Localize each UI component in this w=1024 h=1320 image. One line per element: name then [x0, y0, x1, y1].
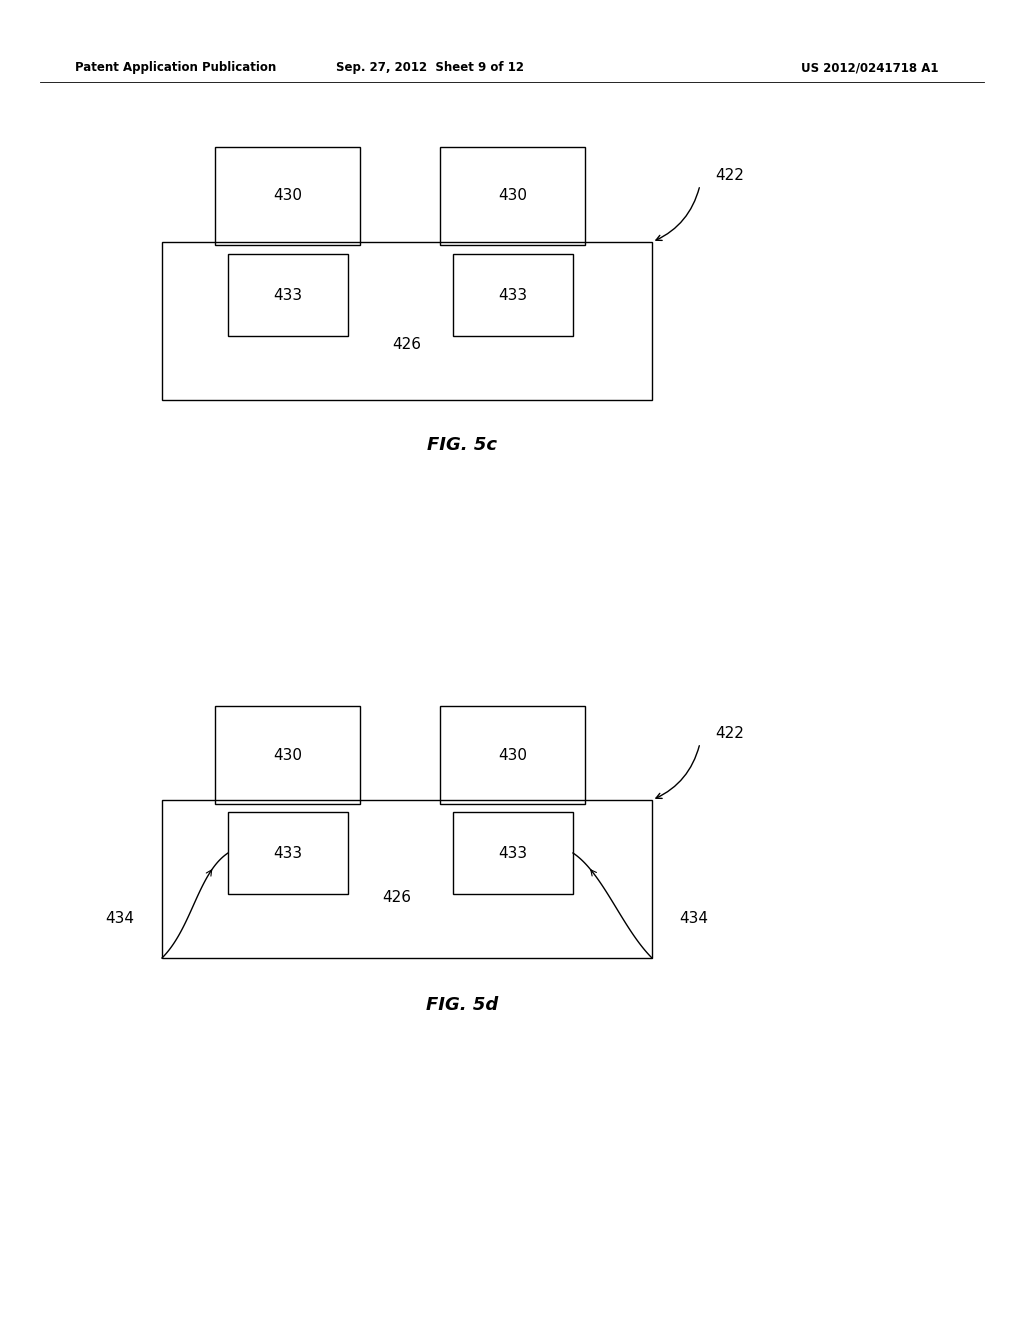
- Text: FIG. 5d: FIG. 5d: [426, 997, 498, 1014]
- Bar: [215, 706, 360, 804]
- Text: 433: 433: [273, 846, 302, 861]
- Bar: [228, 253, 348, 337]
- Bar: [440, 147, 585, 246]
- Text: US 2012/0241718 A1: US 2012/0241718 A1: [801, 62, 939, 74]
- Text: 433: 433: [499, 846, 527, 861]
- Bar: [215, 147, 360, 246]
- Bar: [453, 253, 573, 337]
- Text: 433: 433: [499, 288, 527, 302]
- Bar: [440, 706, 585, 804]
- Text: Sep. 27, 2012  Sheet 9 of 12: Sep. 27, 2012 Sheet 9 of 12: [336, 62, 524, 74]
- Text: 430: 430: [498, 189, 527, 203]
- Bar: [162, 242, 652, 400]
- Text: 430: 430: [498, 747, 527, 763]
- Text: 430: 430: [273, 747, 302, 763]
- Bar: [453, 812, 573, 894]
- Text: 422: 422: [715, 726, 743, 741]
- Text: 422: 422: [715, 168, 743, 182]
- Text: 434: 434: [680, 911, 709, 927]
- Text: FIG. 5c: FIG. 5c: [427, 436, 497, 454]
- Text: 430: 430: [273, 189, 302, 203]
- Text: 434: 434: [105, 911, 134, 927]
- Text: Patent Application Publication: Patent Application Publication: [75, 62, 276, 74]
- Text: 426: 426: [383, 891, 412, 906]
- Text: 426: 426: [392, 337, 422, 352]
- Text: 433: 433: [273, 288, 302, 302]
- Bar: [228, 812, 348, 894]
- Bar: [162, 800, 652, 958]
